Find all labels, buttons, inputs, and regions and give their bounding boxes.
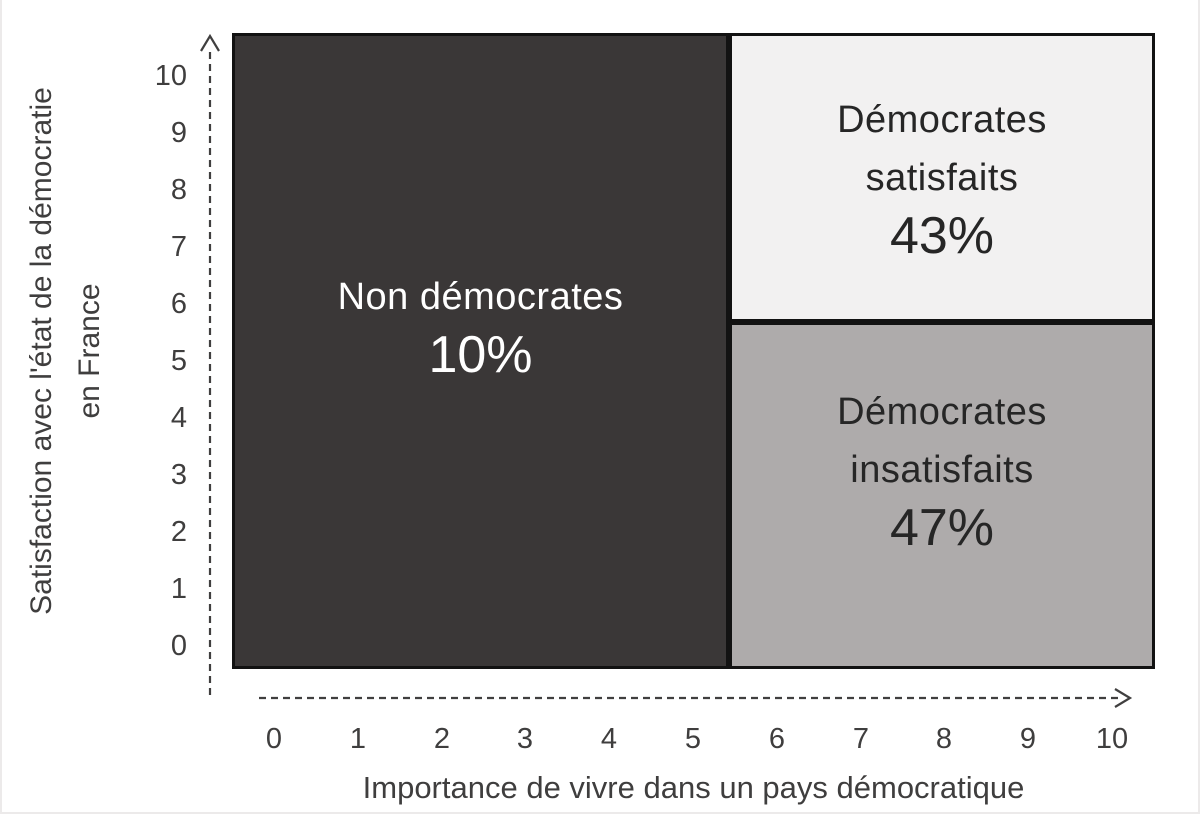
x-tick-7: 7 <box>852 723 870 755</box>
y-tick-0: 0 <box>170 630 187 662</box>
region-non-democrates: Non démocrates 10% <box>232 33 729 669</box>
x-tick-5: 5 <box>684 723 702 755</box>
x-axis-title: Importance de vivre dans un pays démocra… <box>362 770 1025 805</box>
y-tick-7: 7 <box>170 231 187 263</box>
x-tick-0: 0 <box>265 723 283 755</box>
y-axis-arrowhead-icon <box>200 33 220 52</box>
x-tick-2: 2 <box>433 723 451 755</box>
region-democrates-satisfaits-text: Démocrates satisfaits 43% <box>732 91 1152 265</box>
x-tick-3: 3 <box>516 723 534 755</box>
region-percentage: 47% <box>889 498 995 557</box>
region-percentage: 43% <box>889 206 995 265</box>
y-tick-8: 8 <box>170 174 187 206</box>
region-label: Démocrates <box>837 98 1047 141</box>
y-axis-title-line2: en France <box>73 283 106 419</box>
y-tick-6: 6 <box>170 288 187 320</box>
y-axis-title-line1: Satisfaction avec l'état de la démocrati… <box>25 87 58 615</box>
region-democrates-satisfaits: Démocrates satisfaits 43% <box>729 33 1155 322</box>
region-label: insatisfaits <box>850 448 1034 491</box>
region-label: Non démocrates <box>337 276 624 318</box>
x-tick-10: 10 <box>1095 723 1129 755</box>
y-tick-2: 2 <box>170 516 187 548</box>
y-tick-4: 4 <box>170 402 187 434</box>
x-tick-4: 4 <box>600 723 618 755</box>
region-democrates-insatisfaits-text: Démocrates insatisfaits 47% <box>732 383 1152 557</box>
x-tick-9: 9 <box>1019 723 1037 755</box>
y-tick-10: 10 <box>154 60 187 92</box>
y-tick-1: 1 <box>170 573 187 605</box>
region-label: satisfaits <box>865 156 1019 199</box>
y-axis-title: Satisfaction avec l'état de la démocrati… <box>18 31 114 671</box>
x-tick-1: 1 <box>349 723 367 755</box>
region-label: Démocrates <box>837 390 1047 433</box>
x-tick-8: 8 <box>935 723 953 755</box>
region-percentage: 10% <box>428 326 533 384</box>
y-tick-5: 5 <box>170 345 187 377</box>
x-axis-arrowhead-icon <box>1114 688 1133 708</box>
region-non-democrates-text: Non démocrates 10% <box>235 268 726 384</box>
y-tick-9: 9 <box>170 117 187 149</box>
y-tick-3: 3 <box>170 459 187 491</box>
x-tick-6: 6 <box>768 723 786 755</box>
region-democrates-insatisfaits: Démocrates insatisfaits 47% <box>729 322 1155 669</box>
